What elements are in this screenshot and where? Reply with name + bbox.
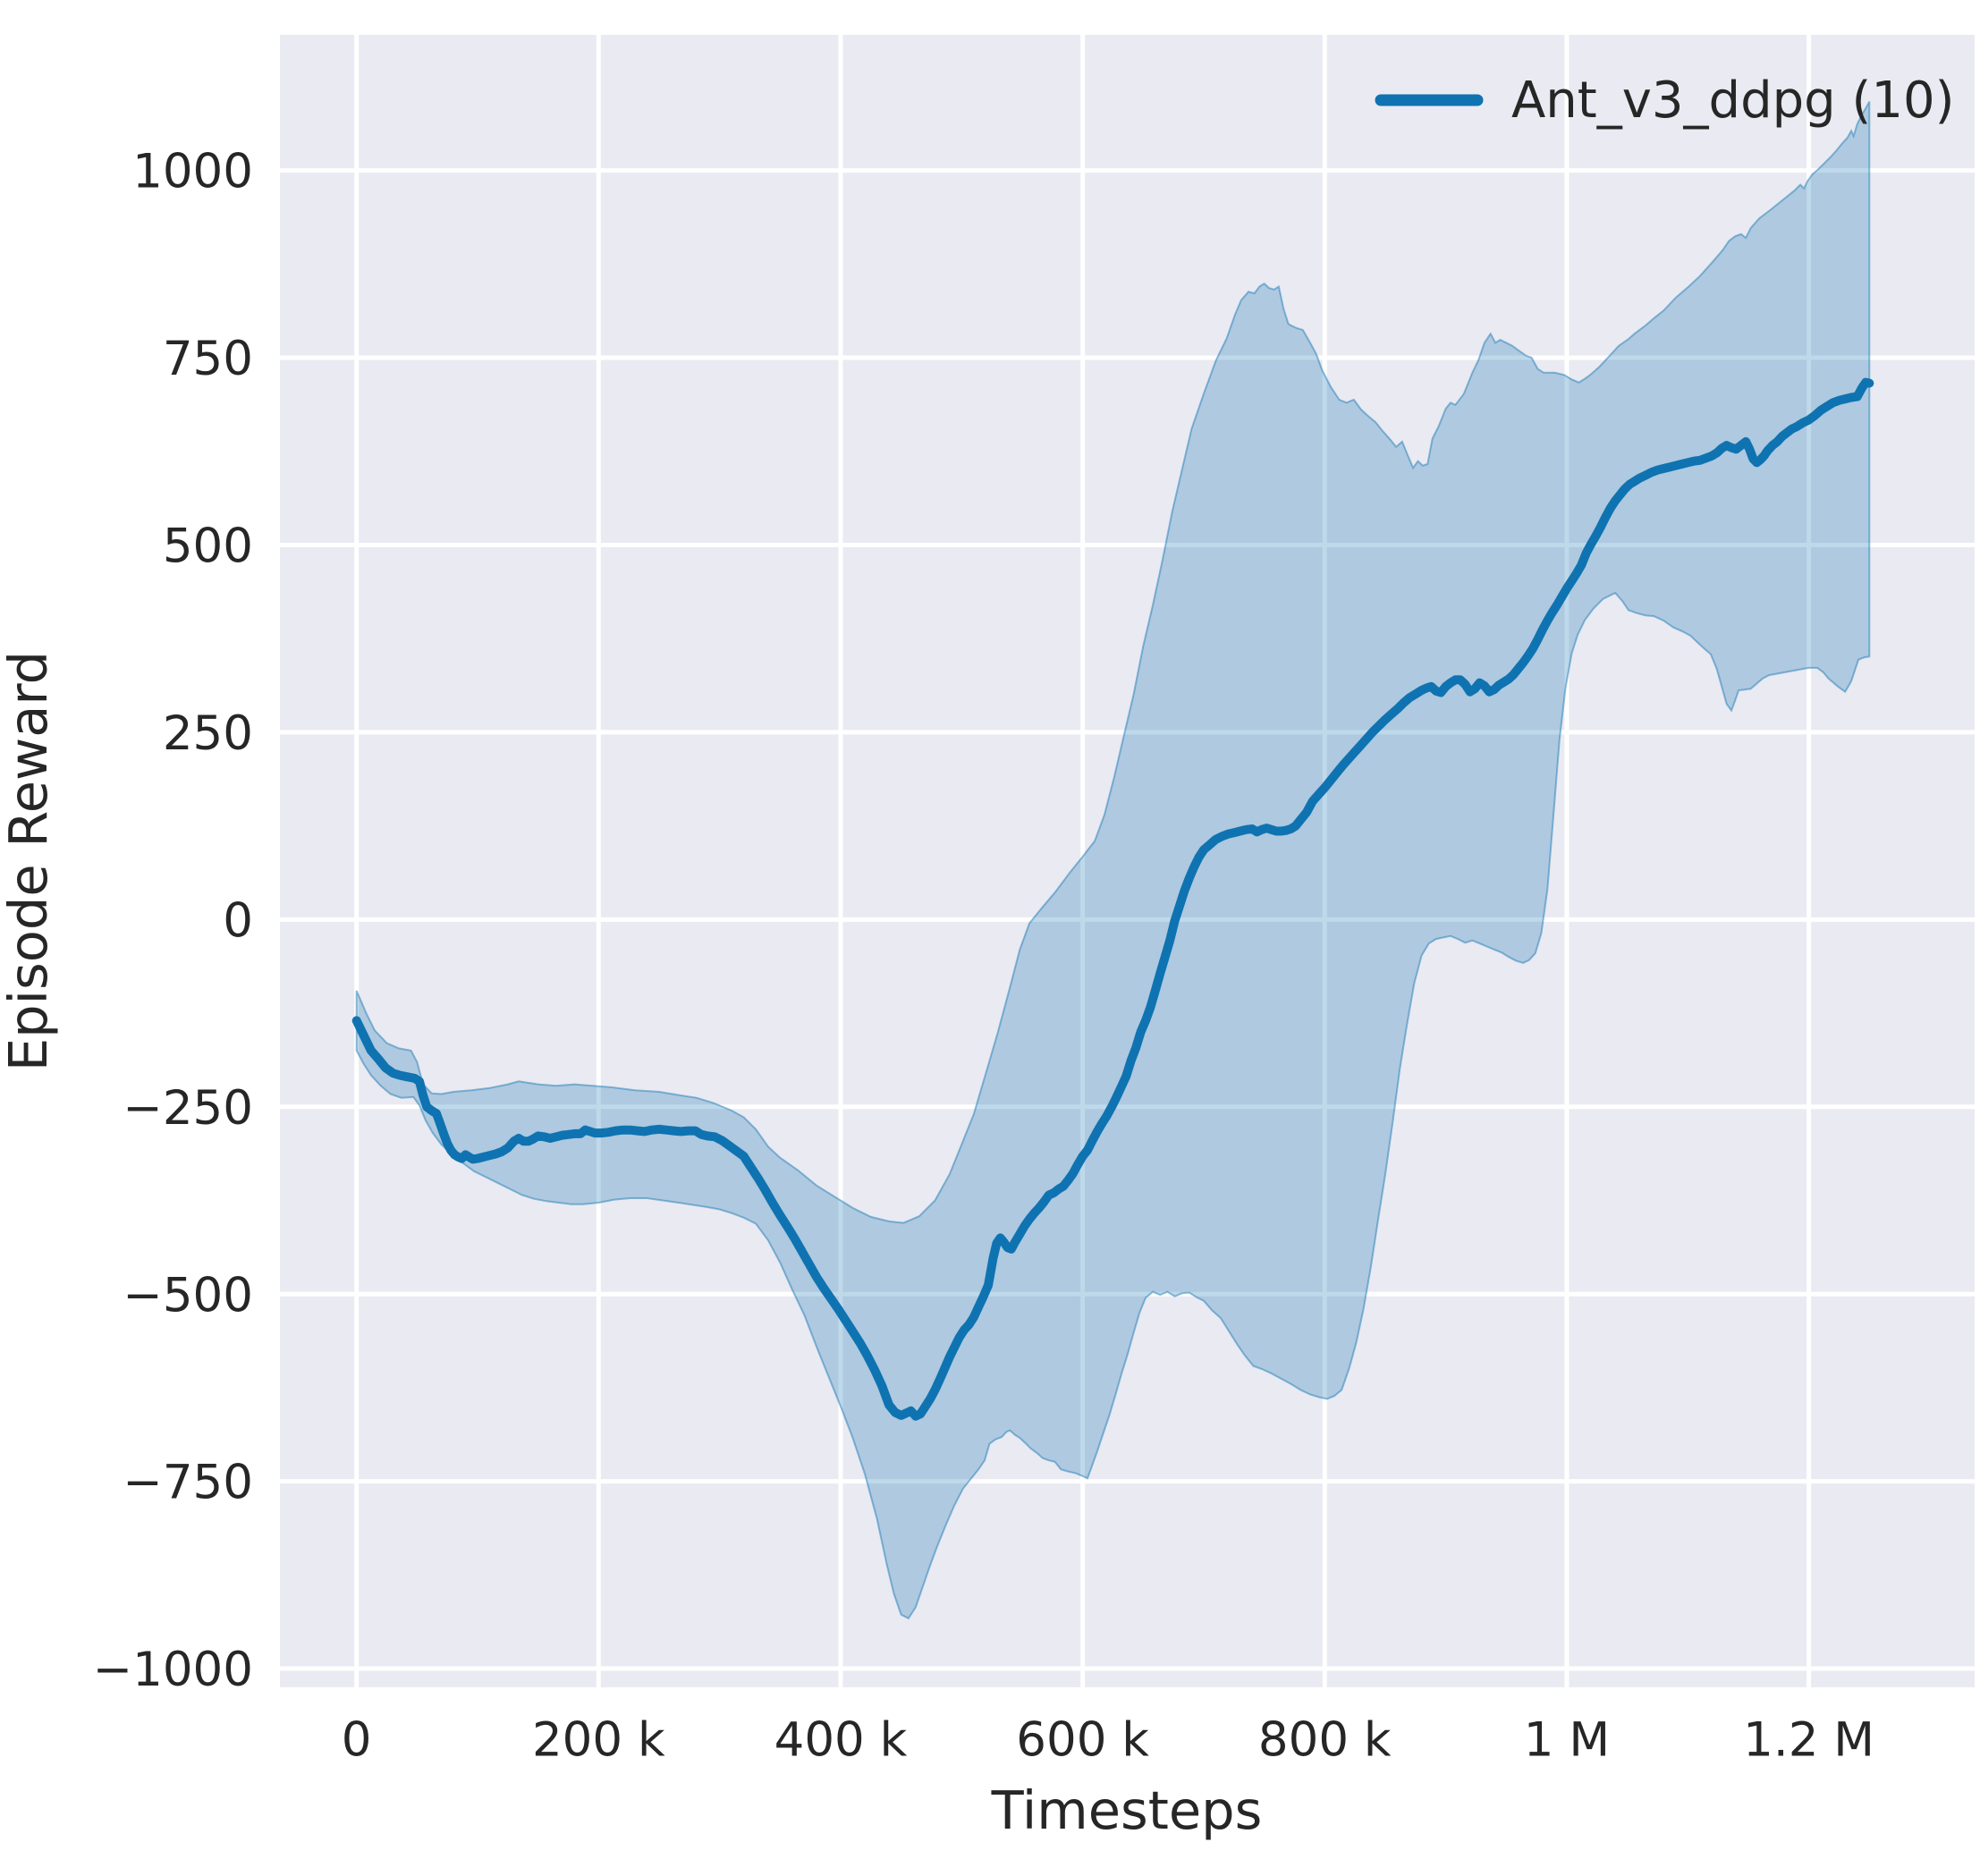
plot-panel — [280, 35, 1975, 1687]
legend: Ant_v3_ddpg (10) — [1375, 72, 1954, 130]
x-axis-label: Timesteps — [991, 1779, 1263, 1841]
y-axis-label: Episode Reward — [0, 651, 59, 1071]
y-tick-labels: 1000 750 500 250 0 −250 −500 −750 −1000 — [93, 145, 253, 1697]
confidence-band — [355, 101, 1871, 1620]
mean-reward-line — [351, 377, 1874, 1421]
x-tick-label: 0 — [342, 1712, 372, 1767]
y-tick-label: −1000 — [93, 1643, 253, 1697]
x-tick-label: 1 M — [1524, 1712, 1610, 1767]
y-tick-label: −750 — [123, 1456, 253, 1510]
line-layer — [351, 377, 1874, 1421]
x-tick-label: 1.2 M — [1743, 1712, 1874, 1767]
x-tick-label: 800 k — [1258, 1712, 1392, 1767]
x-tick-labels: 0 200 k 400 k 600 k 800 k 1 M 1.2 M — [342, 1712, 1874, 1767]
x-tick-label: 400 k — [774, 1712, 908, 1767]
y-tick-label: −250 — [123, 1081, 253, 1136]
y-tick-label: 0 — [223, 893, 253, 948]
x-tick-label: 200 k — [532, 1712, 665, 1767]
legend-label: Ant_v3_ddpg (10) — [1511, 72, 1954, 130]
y-tick-label: 750 — [163, 332, 253, 386]
y-tick-label: 250 — [163, 706, 253, 761]
y-tick-label: 500 — [163, 520, 253, 574]
band-layer — [355, 101, 1871, 1620]
y-tick-label: −500 — [123, 1268, 253, 1322]
x-tick-label: 600 k — [1016, 1712, 1149, 1767]
grid-layer — [280, 35, 1975, 1687]
y-tick-label: 1000 — [132, 145, 253, 199]
